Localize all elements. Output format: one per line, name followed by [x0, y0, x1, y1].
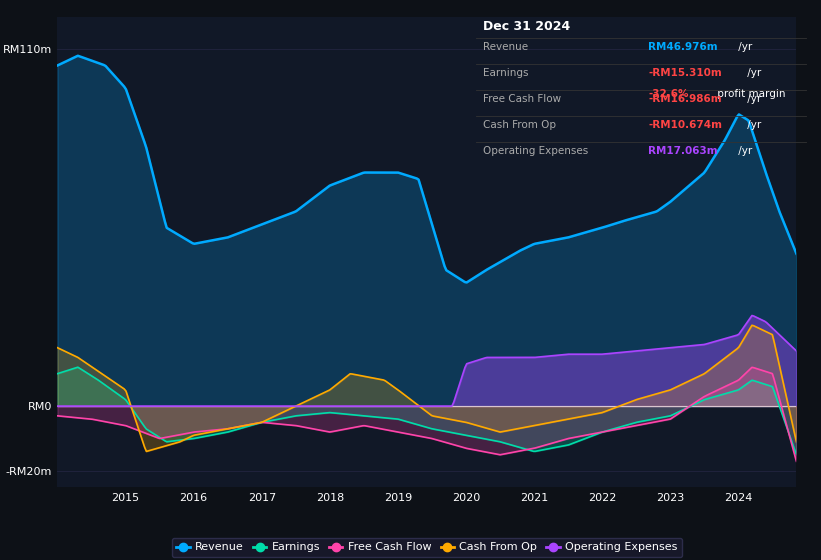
Text: /yr: /yr: [735, 146, 752, 156]
Text: /yr: /yr: [744, 68, 761, 78]
Text: -32.6%: -32.6%: [648, 90, 689, 100]
Text: Operating Expenses: Operating Expenses: [484, 146, 589, 156]
Text: /yr: /yr: [735, 43, 752, 53]
Text: Free Cash Flow: Free Cash Flow: [484, 94, 562, 104]
Text: Cash From Op: Cash From Op: [484, 120, 557, 130]
Text: Revenue: Revenue: [484, 43, 529, 53]
Text: /yr: /yr: [744, 120, 761, 130]
Text: -RM15.310m: -RM15.310m: [648, 68, 722, 78]
Text: RM17.063m: RM17.063m: [648, 146, 718, 156]
Text: Dec 31 2024: Dec 31 2024: [484, 20, 571, 33]
Text: /yr: /yr: [744, 94, 761, 104]
Text: profit margin: profit margin: [714, 90, 786, 100]
Text: -RM16.986m: -RM16.986m: [648, 94, 722, 104]
Text: -RM10.674m: -RM10.674m: [648, 120, 722, 130]
Text: Earnings: Earnings: [484, 68, 529, 78]
Legend: Revenue, Earnings, Free Cash Flow, Cash From Op, Operating Expenses: Revenue, Earnings, Free Cash Flow, Cash …: [172, 538, 682, 557]
Text: RM46.976m: RM46.976m: [648, 43, 718, 53]
